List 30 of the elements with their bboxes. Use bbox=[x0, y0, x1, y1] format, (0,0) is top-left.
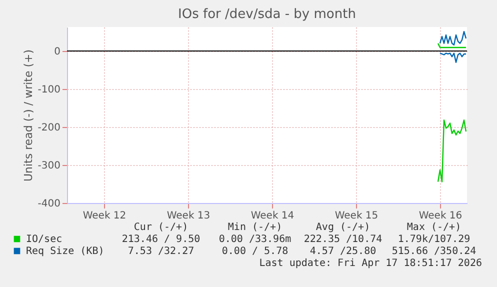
y-tick-label: 0 bbox=[54, 46, 60, 58]
y-tick-label: -200 bbox=[38, 122, 60, 134]
y-tick-label: -400 bbox=[38, 198, 60, 210]
y-axis-title: Units read (-) / write (+) bbox=[22, 49, 35, 182]
text: Last update: Fri Apr 17 18:51:17 2026 bbox=[259, 258, 482, 269]
text: 213.46 / 9.50 bbox=[122, 234, 200, 245]
text: 1.79k/107.29 bbox=[398, 234, 470, 245]
text: Avg (-/+) bbox=[316, 222, 370, 233]
text: 0.00 / 5.78 bbox=[222, 246, 288, 257]
legend-label: IO/sec bbox=[26, 234, 62, 245]
text: 222.35 /10.74 bbox=[304, 234, 382, 245]
x-tick-label: Week 12 bbox=[82, 210, 126, 222]
line-series bbox=[437, 120, 467, 182]
x-tick-label: Week 14 bbox=[250, 210, 294, 222]
x-tick-label: Week 15 bbox=[334, 210, 378, 222]
line-series bbox=[439, 52, 467, 63]
text: Cur (-/+) bbox=[134, 222, 188, 233]
text: Min (-/+) bbox=[228, 222, 282, 233]
text: 4.57 /25.80 bbox=[310, 246, 376, 257]
y-tick-label: -100 bbox=[38, 84, 60, 96]
legend-label: Req Size (KB) bbox=[26, 246, 104, 257]
text: 0.00 /33.96m bbox=[218, 234, 292, 245]
text: Max (-/+) bbox=[406, 222, 462, 233]
x-tick-label: Week 16 bbox=[418, 210, 462, 222]
y-tick-label: -300 bbox=[38, 160, 60, 172]
line-series bbox=[439, 30, 467, 46]
text: 7.53 /32.27 bbox=[128, 246, 194, 257]
chart-title: IOs for /dev/sda - by month bbox=[178, 7, 356, 22]
text: 515.66 /350.24 bbox=[392, 246, 476, 257]
x-tick-label: Week 13 bbox=[166, 210, 210, 222]
